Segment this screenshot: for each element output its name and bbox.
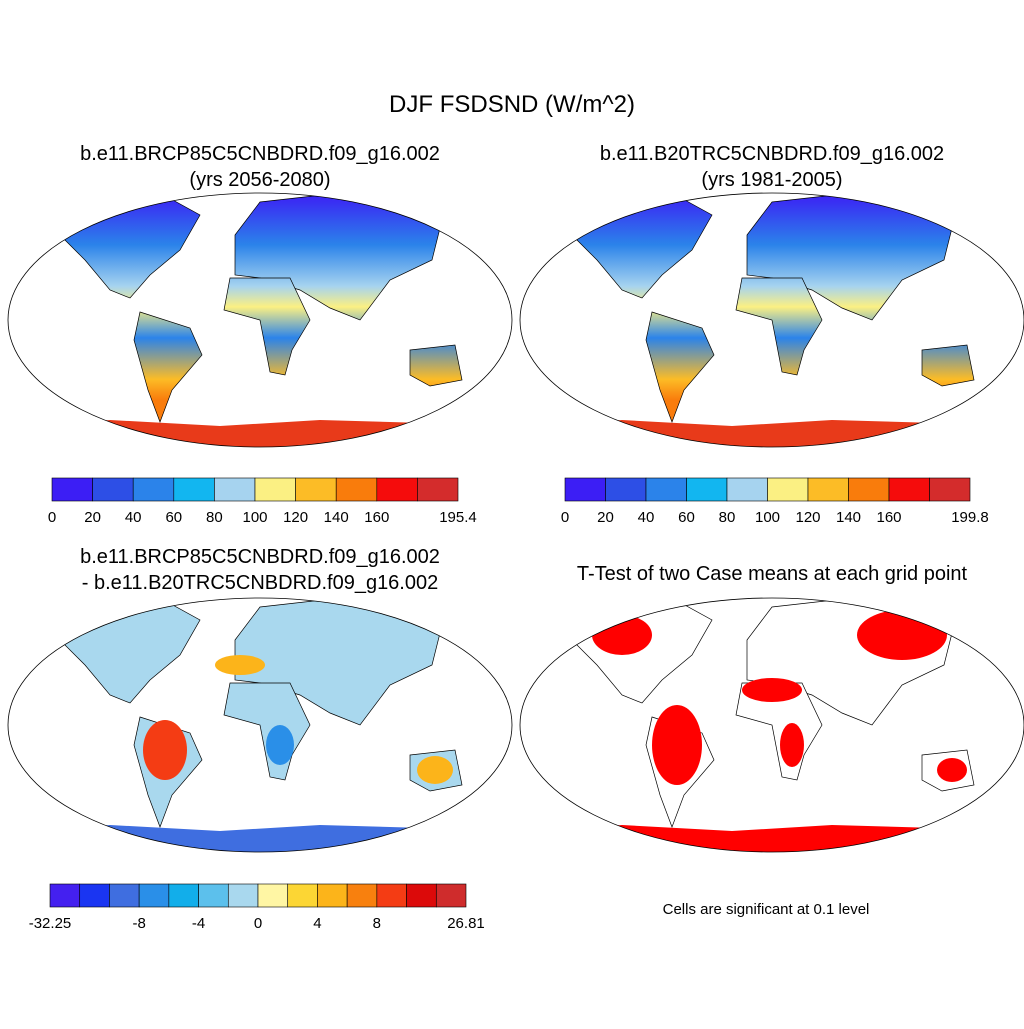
- panel-title: b.e11.B20TRC5CNBDRD.f09_g16.002: [600, 143, 944, 165]
- colorbar-box: [645, 477, 687, 502]
- colorbar-label: 140: [324, 509, 349, 526]
- colorbar-label: 40: [125, 509, 142, 526]
- colorbar-label: 80: [719, 509, 736, 526]
- colorbar-label: 0: [561, 509, 569, 526]
- colorbar-box: [376, 883, 407, 908]
- colorbar-box: [686, 477, 728, 502]
- colorbar-box: [605, 477, 647, 502]
- colorbar-box: [51, 477, 93, 502]
- map: [7, 597, 513, 853]
- colorbar-label: 100: [242, 509, 267, 526]
- figure-title: DJF FSDSND (W/m^2): [389, 91, 635, 118]
- colorbar-label: 8: [373, 915, 381, 932]
- map: [7, 192, 513, 448]
- panel-title: T-Test of two Case means at each grid po…: [577, 563, 968, 585]
- colorbar-label: -4: [192, 915, 205, 932]
- colorbar-box: [109, 883, 140, 908]
- colorbar-box: [227, 883, 259, 908]
- colorbar-label: 60: [678, 509, 695, 526]
- colorbar-box: [214, 477, 256, 502]
- colorbar-label: 100: [755, 509, 780, 526]
- panel-title: b.e11.BRCP85C5CNBDRD.f09_g16.002: [80, 546, 440, 568]
- colorbar-box: [417, 477, 459, 502]
- colorbar-box: [807, 477, 849, 502]
- colorbar-label: 199.8: [951, 509, 989, 526]
- colorbar-label: -32.25: [29, 915, 72, 932]
- map: [519, 192, 1024, 448]
- colorbar-label: 20: [84, 509, 101, 526]
- colorbar-box: [295, 477, 337, 502]
- colorbar-label: 120: [795, 509, 820, 526]
- panel-title: (yrs 2056-2080): [189, 169, 330, 191]
- colorbar-box: [79, 883, 110, 908]
- colorbar-box: [254, 477, 296, 502]
- colorbar-label: 20: [597, 509, 614, 526]
- colorbar-box: [49, 883, 81, 908]
- colorbar-box: [317, 883, 348, 908]
- colorbar-label: 4: [313, 915, 321, 932]
- colorbar-box: [335, 477, 378, 502]
- colorbar-label: 160: [876, 509, 901, 526]
- panel-title: - b.e11.B20TRC5CNBDRD.f09_g16.002: [82, 572, 438, 594]
- colorbar-box: [564, 477, 606, 502]
- colorbar-box: [138, 883, 170, 908]
- colorbar-label: -8: [132, 915, 145, 932]
- colorbar-label: 0: [254, 915, 262, 932]
- colorbar-box: [848, 477, 890, 502]
- note: Cells are significant at 0.1 level: [663, 901, 870, 918]
- colorbar-box: [406, 883, 437, 908]
- panel-title: b.e11.BRCP85C5CNBDRD.f09_g16.002: [80, 143, 440, 165]
- colorbar-box: [132, 477, 175, 502]
- panel-title: (yrs 1981-2005): [701, 169, 842, 191]
- colorbar-box: [376, 477, 418, 502]
- colorbar-box: [435, 883, 467, 908]
- colorbar-box: [198, 883, 229, 908]
- colorbar-box: [346, 883, 378, 908]
- colorbar-box: [726, 477, 768, 502]
- colorbar-box: [173, 477, 215, 502]
- colorbar-box: [168, 883, 199, 908]
- colorbar-box: [92, 477, 134, 502]
- colorbar-box: [929, 477, 971, 502]
- colorbar-box: [767, 477, 809, 502]
- colorbar-box: [287, 883, 318, 908]
- colorbar-label: 26.81: [447, 915, 485, 932]
- colorbar-label: 140: [836, 509, 861, 526]
- colorbar-label: 160: [364, 509, 389, 526]
- colorbar-label: 80: [206, 509, 223, 526]
- colorbar-box: [257, 883, 289, 908]
- map: [519, 597, 1024, 853]
- colorbar-label: 60: [165, 509, 182, 526]
- colorbar-label: 0: [48, 509, 56, 526]
- colorbar-label: 40: [638, 509, 655, 526]
- colorbar-label: 195.4: [439, 509, 477, 526]
- colorbar-label: 120: [283, 509, 308, 526]
- colorbar-box: [888, 477, 930, 502]
